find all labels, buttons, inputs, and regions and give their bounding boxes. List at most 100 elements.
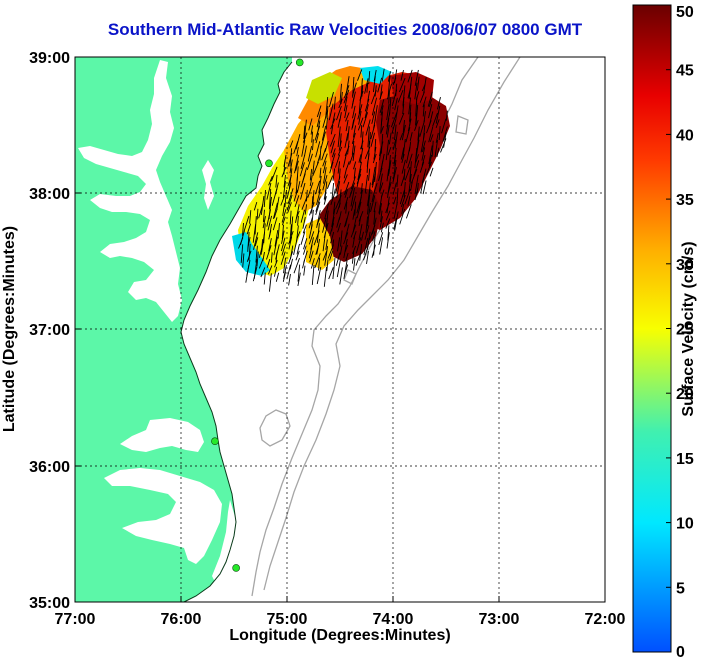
velocity-arrow [287,152,293,167]
velocity-arrow [329,223,335,237]
velocity-arrow [272,202,278,220]
velocity-arrow [253,201,258,211]
colorbar-tick-label: 10 [676,516,694,533]
velocity-arrow [387,225,390,241]
velocity-arrow [343,168,348,179]
velocity-arrow [308,224,313,239]
velocity-arrow [420,174,426,193]
velocity-arrow [343,196,349,210]
velocity-arrow [435,132,439,143]
axis-tick-marks [74,56,606,603]
velocity-arrow [378,203,383,215]
velocity-arrow [408,173,412,193]
velocity-arrow [365,119,371,136]
velocity-arrow [288,251,294,265]
velocity-arrow [266,258,271,268]
velocity-arrow [274,230,279,247]
velocity-arrow [282,203,286,217]
velocity-arrow [378,194,383,214]
velocity-arrow [379,237,384,255]
velocity-arrow [364,146,371,159]
velocity-arrow [385,210,391,221]
velocity-arrow [246,223,252,235]
velocity-arrow [311,196,314,214]
velocity-arrow [371,167,376,186]
velocity-arrow [286,182,292,199]
velocity-arrow [392,166,397,183]
velocity-arrow [282,271,287,282]
velocity-arrow [300,182,306,200]
velocity-arrow [314,180,321,195]
velocity-arrow [288,236,293,250]
velocity-arrow [263,272,266,285]
velocity-arrow [335,195,342,210]
velocity-arrow [350,224,357,238]
velocity-arrow [385,202,390,214]
velocity-arrow [312,160,315,175]
velocity-arrow [370,90,377,105]
velocity-arrow [420,133,426,153]
velocity-arrow [407,69,413,83]
velocity-arrow [387,146,392,156]
velocity-arrow [255,245,258,263]
velocity-arrow [368,168,371,181]
velocity-arrow [434,139,439,158]
colorbar-tick-label: 0 [676,644,685,659]
velocity-arrow [294,154,300,174]
velocity-arrow [299,162,305,177]
velocity-arrow [441,118,447,134]
colorbar-tick-label: 35 [676,192,694,209]
velocity-arrow [352,125,357,138]
velocity-arrow [371,111,376,124]
velocity-arrow [353,258,356,271]
velocity-arrow [273,208,278,219]
velocity-arrow [276,196,280,211]
velocity-arrow [407,153,413,169]
x-tick-label: 73:00 [479,611,520,628]
velocity-arrow [371,173,376,188]
velocity-arrow [315,201,321,216]
velocity-arrow [273,236,278,256]
land-mass [75,57,292,602]
velocity-arrow [304,204,308,215]
velocity-arrow [342,152,348,168]
velocity-arrow [371,244,376,258]
velocity-arrow [315,244,320,255]
velocity-arrow [370,132,376,147]
velocity-arrow [367,126,370,148]
velocity-arrow [344,133,349,148]
velocity-arrow [306,153,313,171]
velocity-arrow [248,243,251,261]
colorbar-tick-label: 20 [676,386,694,403]
velocity-arrow [266,182,272,200]
velocity-arrow [275,174,278,188]
velocity-arrow [381,68,385,82]
velocity-arrow [402,103,405,115]
velocity-arrow [355,251,362,266]
velocity-arrow [357,69,363,81]
velocity-arrow [337,161,341,174]
velocity-arrow [308,231,315,245]
velocity-arrow [394,211,399,231]
velocity-arrow [324,246,329,266]
velocity-arrow [330,118,336,130]
velocity-arrow [270,252,273,263]
velocity-arrow [336,105,342,121]
velocity-arrow [378,232,384,246]
velocity-arrow [394,131,398,149]
velocity-arrow [256,251,259,267]
velocity-arrow [337,126,341,148]
velocity-arrow [322,110,328,128]
velocity-arrow [425,161,432,176]
velocity-arrow [332,112,336,124]
velocity-arrow [364,104,369,119]
velocity-arrow [336,202,341,215]
velocity-arrow [421,147,426,161]
velocity-arrow [440,138,447,153]
radar-station-marker [265,159,273,168]
velocity-arrow [370,195,376,213]
velocity-arrow [267,265,273,275]
velocity-arrow [303,238,308,250]
velocity-arrow [399,208,406,225]
velocity-arrow [242,222,244,236]
